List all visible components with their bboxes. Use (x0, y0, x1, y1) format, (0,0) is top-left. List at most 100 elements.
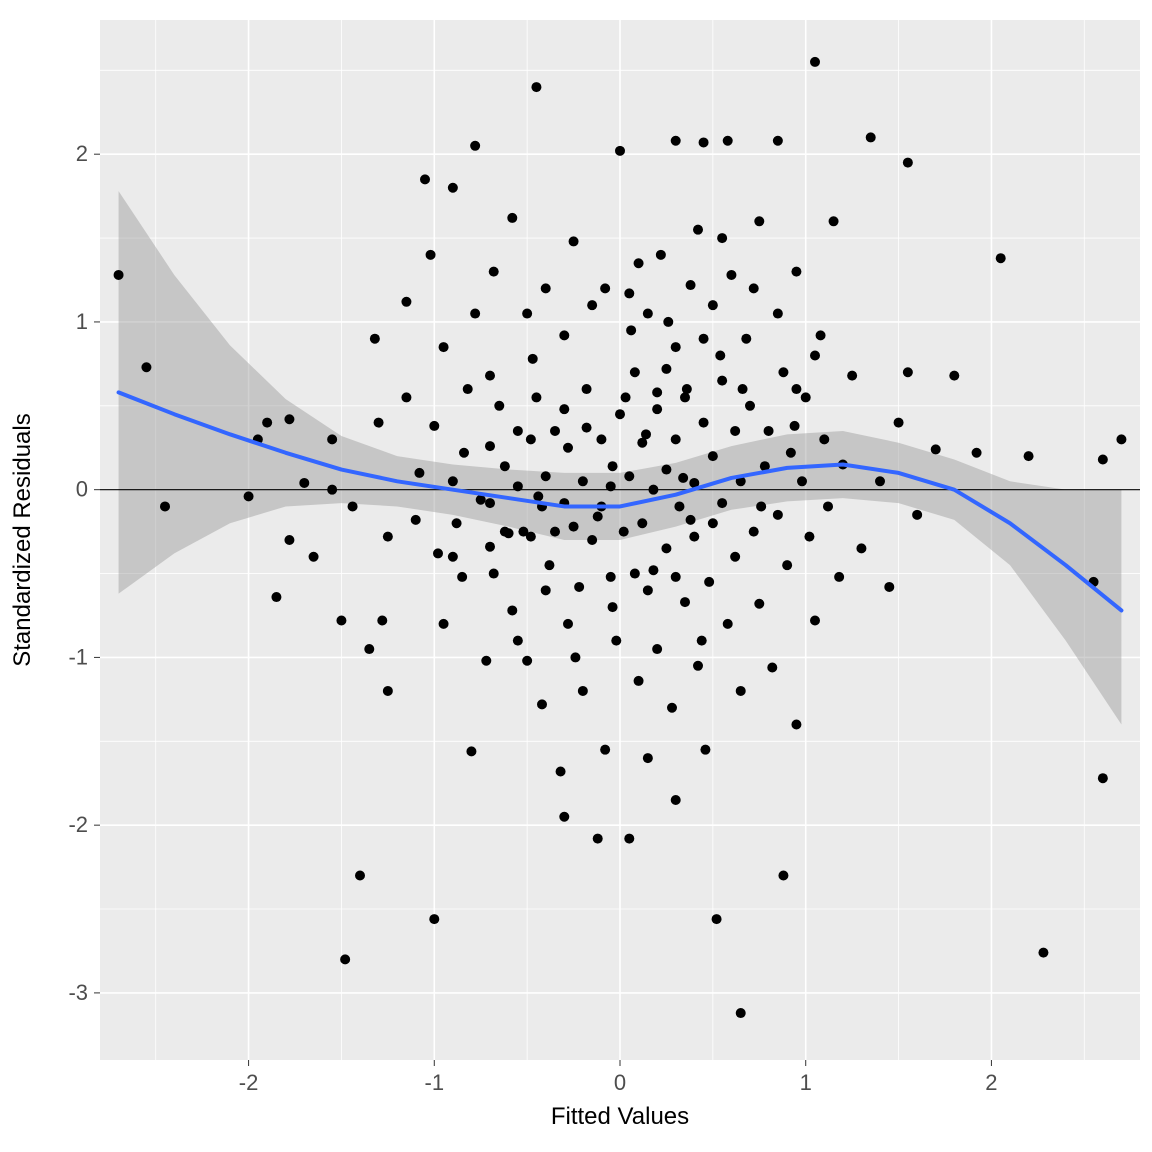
data-point (596, 434, 606, 444)
x-tick-label: 0 (614, 1070, 626, 1095)
data-point (749, 527, 759, 537)
data-point (764, 426, 774, 436)
data-point (593, 834, 603, 844)
data-point (736, 686, 746, 696)
data-point (426, 250, 436, 260)
data-point (600, 745, 610, 755)
data-point (697, 636, 707, 646)
data-point (383, 686, 393, 696)
data-point (485, 498, 495, 508)
data-point (754, 599, 764, 609)
data-point (693, 661, 703, 671)
data-point (439, 342, 449, 352)
data-point (648, 565, 658, 575)
data-point (801, 392, 811, 402)
data-point (791, 384, 801, 394)
data-point (429, 421, 439, 431)
data-point (411, 515, 421, 525)
x-tick-label: 2 (985, 1070, 997, 1095)
data-point (541, 585, 551, 595)
data-point (723, 136, 733, 146)
data-point (336, 616, 346, 626)
data-point (448, 552, 458, 562)
data-point (704, 577, 714, 587)
data-point (738, 384, 748, 394)
data-point (481, 656, 491, 666)
data-point (348, 501, 358, 511)
data-point (782, 560, 792, 570)
data-point (626, 325, 636, 335)
data-point (355, 870, 365, 880)
data-point (866, 132, 876, 142)
data-point (819, 434, 829, 444)
data-point (643, 753, 653, 763)
data-point (340, 954, 350, 964)
data-point (656, 250, 666, 260)
data-point (624, 471, 634, 481)
data-point (327, 434, 337, 444)
data-point (1038, 948, 1048, 958)
data-point (611, 636, 621, 646)
data-point (433, 548, 443, 558)
data-point (634, 258, 644, 268)
data-point (563, 443, 573, 453)
data-point (661, 364, 671, 374)
x-tick-label: 1 (800, 1070, 812, 1095)
data-point (773, 309, 783, 319)
data-point (374, 418, 384, 428)
y-tick-label: -2 (68, 812, 88, 837)
data-point (894, 418, 904, 428)
data-point (544, 560, 554, 570)
data-point (699, 137, 709, 147)
data-point (715, 350, 725, 360)
data-point (661, 465, 671, 475)
data-point (834, 572, 844, 582)
data-point (712, 914, 722, 924)
data-point (674, 501, 684, 511)
data-point (439, 619, 449, 629)
data-point (996, 253, 1006, 263)
data-point (466, 746, 476, 756)
data-point (608, 461, 618, 471)
data-point (470, 309, 480, 319)
data-point (680, 597, 690, 607)
y-tick-label: 0 (76, 477, 88, 502)
data-point (606, 572, 616, 582)
data-point (531, 82, 541, 92)
data-point (578, 686, 588, 696)
data-point (786, 448, 796, 458)
data-point (528, 354, 538, 364)
data-point (1116, 434, 1126, 444)
data-point (377, 616, 387, 626)
data-point (457, 572, 467, 582)
data-point (569, 522, 579, 532)
data-point (699, 418, 709, 428)
data-point (370, 334, 380, 344)
data-point (114, 270, 124, 280)
data-point (634, 676, 644, 686)
data-point (429, 914, 439, 924)
data-point (1024, 451, 1034, 461)
data-point (489, 569, 499, 579)
data-point (582, 423, 592, 433)
data-point (847, 371, 857, 381)
data-point (778, 367, 788, 377)
data-point (299, 478, 309, 488)
data-point (671, 136, 681, 146)
data-point (624, 288, 634, 298)
data-point (778, 870, 788, 880)
data-point (624, 834, 634, 844)
data-point (931, 444, 941, 454)
data-point (621, 392, 631, 402)
data-point (593, 512, 603, 522)
data-point (652, 387, 662, 397)
data-point (756, 501, 766, 511)
data-point (141, 362, 151, 372)
data-point (448, 183, 458, 193)
data-point (823, 501, 833, 511)
data-point (745, 401, 755, 411)
data-point (284, 535, 294, 545)
data-point (903, 367, 913, 377)
data-point (309, 552, 319, 562)
data-point (526, 532, 536, 542)
